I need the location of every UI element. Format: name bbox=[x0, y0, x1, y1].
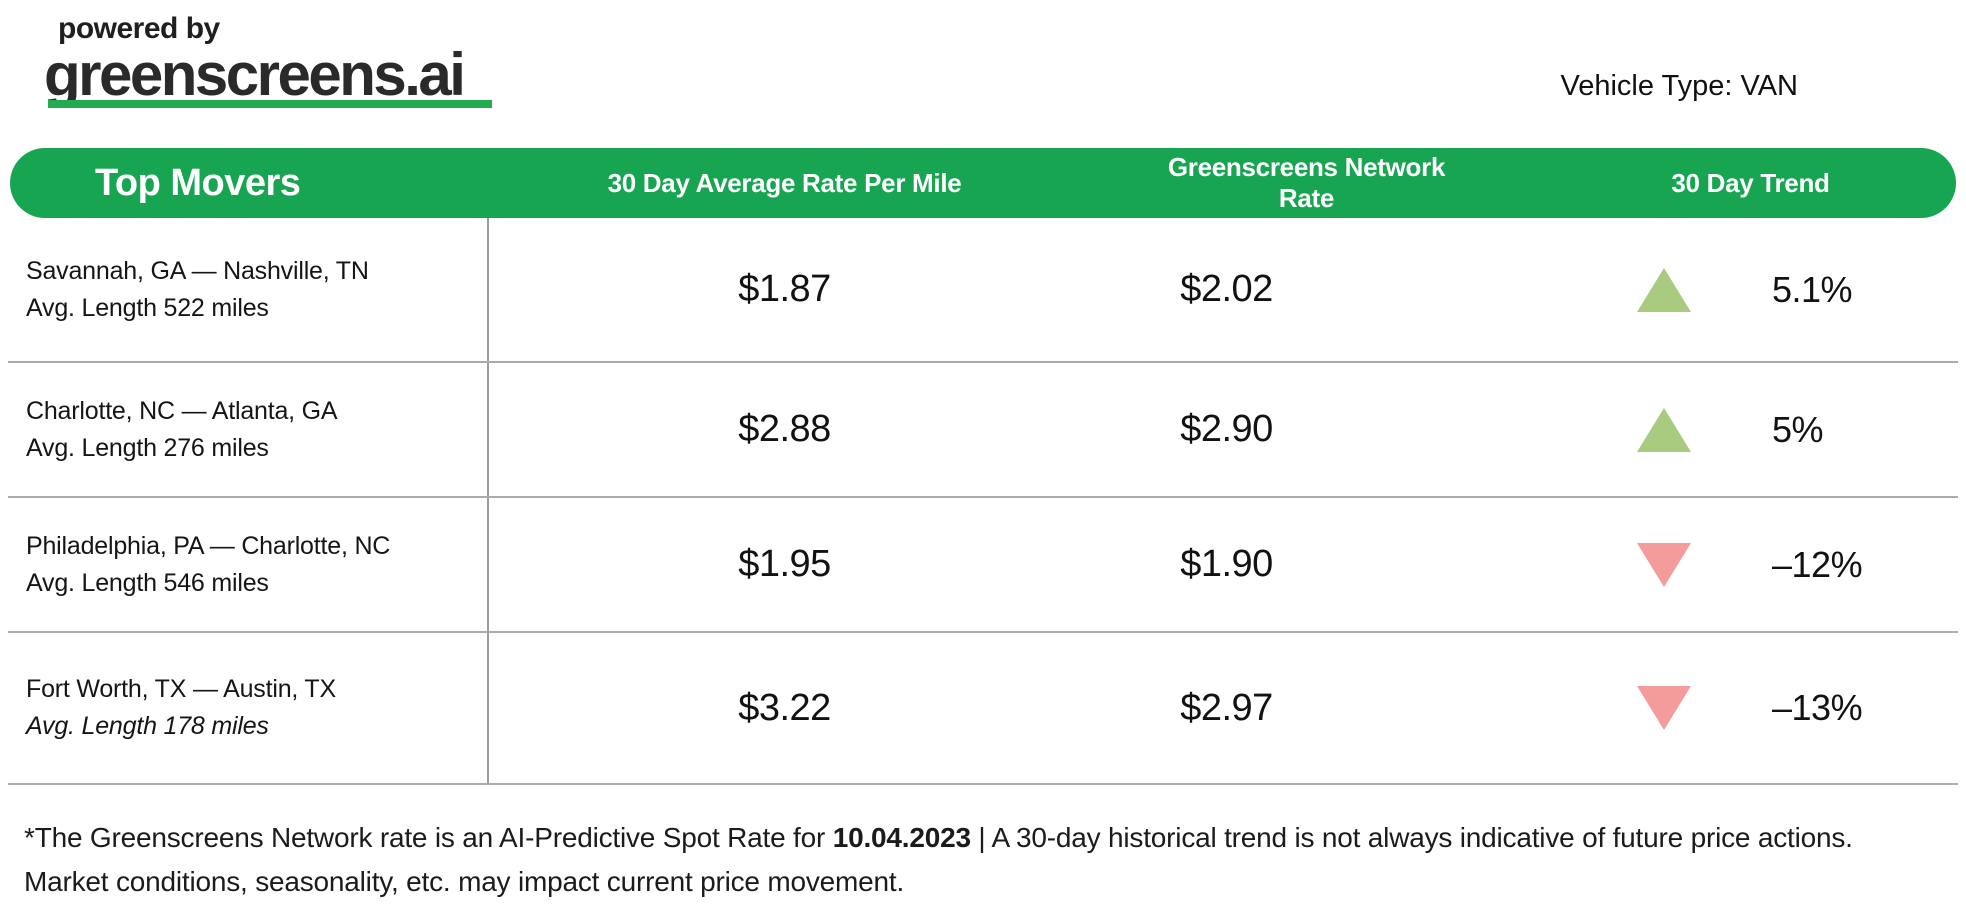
route-name: Fort Worth, TX — Austin, TX bbox=[26, 675, 336, 703]
route-avg-length: Avg. Length 178 miles bbox=[26, 712, 269, 740]
column-header-avg-rate: 30 Day Average Rate Per Mile bbox=[607, 167, 962, 198]
route-cell: Charlotte, NC — Atlanta, GA Avg. Length … bbox=[8, 363, 489, 496]
brand-underline bbox=[48, 100, 492, 108]
table-row: Philadelphia, PA — Charlotte, NC Avg. Le… bbox=[8, 498, 1958, 633]
greenscreens-logo: powered by greenscreens.ai bbox=[44, 12, 466, 108]
trend-up-icon bbox=[1637, 267, 1691, 312]
footnote-date: 10.04.2023 bbox=[832, 822, 971, 853]
trend-percent: –12% bbox=[1772, 543, 1863, 585]
route-cell: Fort Worth, TX — Austin, TX Avg. Length … bbox=[8, 633, 489, 783]
table-row: Charlotte, NC — Atlanta, GA Avg. Length … bbox=[8, 363, 1958, 498]
trend-percent: –13% bbox=[1772, 687, 1863, 728]
avg-rate-value: $2.88 bbox=[738, 408, 831, 450]
route-name: Savannah, GA — Nashville, TN bbox=[26, 256, 369, 285]
footnote-prefix: *The Greenscreens Network rate is an AI-… bbox=[24, 822, 833, 853]
avg-rate-value: $1.87 bbox=[738, 268, 831, 310]
column-header-trend: 30 Day Trend bbox=[1671, 167, 1830, 198]
table-body: Savannah, GA — Nashville, TN Avg. Length… bbox=[8, 218, 1958, 785]
footnote-suffix: | A 30-day historical trend is not alway… bbox=[24, 822, 1853, 897]
trend-cell: 5% bbox=[1473, 363, 1958, 496]
table-row: Fort Worth, TX — Austin, TX Avg. Length … bbox=[8, 633, 1958, 785]
network-rate-value: $2.97 bbox=[1180, 686, 1273, 729]
table-row: Savannah, GA — Nashville, TN Avg. Length… bbox=[8, 218, 1958, 363]
brand-wordmark: greenscreens.ai bbox=[44, 41, 466, 108]
powered-by-text: powered by bbox=[58, 12, 220, 45]
route-cell: Philadelphia, PA — Charlotte, NC Avg. Le… bbox=[8, 498, 489, 631]
avg-rate-value: $3.22 bbox=[738, 686, 831, 729]
avg-rate-value: $1.95 bbox=[738, 543, 831, 585]
network-rate-value: $2.90 bbox=[1180, 408, 1273, 450]
table-header-bar: Top Movers 30 Day Average Rate Per Mile … bbox=[10, 148, 1956, 218]
trend-percent: 5% bbox=[1772, 408, 1824, 450]
route-name: Philadelphia, PA — Charlotte, NC bbox=[26, 531, 391, 560]
trend-cell: 5.1% bbox=[1473, 218, 1958, 361]
vehicle-type-label: Vehicle Type: VAN bbox=[1560, 70, 1798, 102]
route-cell: Savannah, GA — Nashville, TN Avg. Length… bbox=[8, 218, 489, 361]
network-rate-value: $1.90 bbox=[1180, 543, 1273, 585]
route-avg-length: Avg. Length 546 miles bbox=[26, 568, 269, 597]
column-header-top-movers: Top Movers bbox=[95, 161, 301, 204]
route-avg-length: Avg. Length 276 miles bbox=[26, 433, 269, 462]
trend-down-icon bbox=[1637, 542, 1691, 587]
column-header-network-rate: Greenscreens Network Rate bbox=[1167, 152, 1446, 213]
route-name: Charlotte, NC — Atlanta, GA bbox=[26, 396, 338, 425]
trend-up-icon bbox=[1637, 407, 1691, 452]
trend-down-icon bbox=[1637, 686, 1691, 730]
network-rate-value: $2.02 bbox=[1180, 268, 1273, 310]
trend-cell: –13% bbox=[1473, 633, 1958, 783]
disclaimer-footnote: *The Greenscreens Network rate is an AI-… bbox=[24, 816, 1914, 904]
trend-percent: 5.1% bbox=[1772, 268, 1853, 310]
trend-cell: –12% bbox=[1473, 498, 1958, 631]
route-avg-length: Avg. Length 522 miles bbox=[26, 293, 269, 322]
